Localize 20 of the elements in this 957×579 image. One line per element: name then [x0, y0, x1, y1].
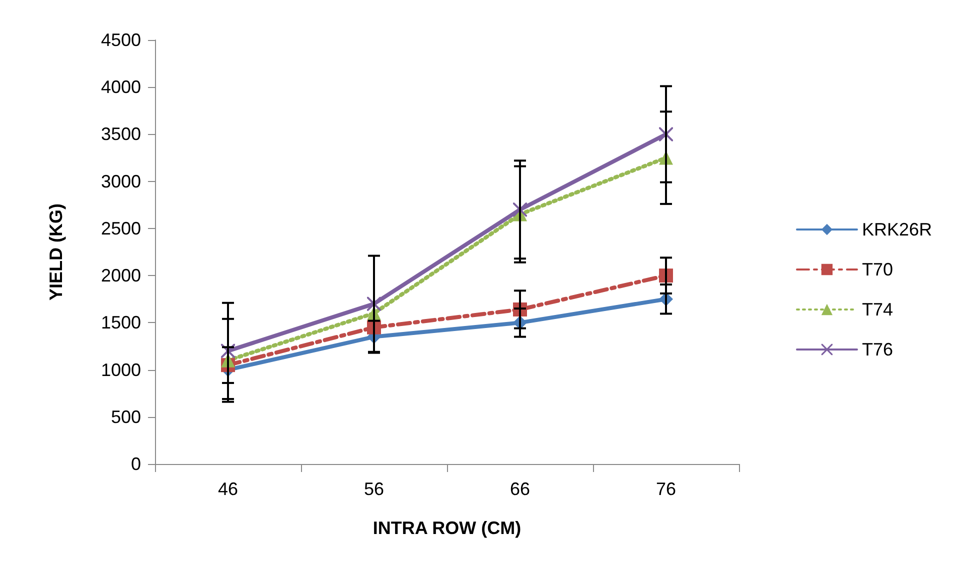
legend-label: KRK26R: [862, 220, 932, 240]
legend-label: T74: [862, 300, 893, 320]
y-tick-label: 500: [110, 406, 141, 427]
y-tick-label: 1000: [100, 360, 141, 380]
legend-label: T76: [862, 340, 893, 360]
y-tick-label: 0: [130, 454, 141, 474]
x-tick-label: 76: [656, 479, 676, 499]
x-tick-label: 66: [510, 479, 530, 499]
y-tick-label: 3000: [100, 171, 141, 192]
y-tick-label: 2500: [100, 218, 141, 238]
legend-label: T70: [862, 260, 893, 280]
y-tick-label: 1500: [100, 312, 141, 333]
y-tick-label: 4500: [100, 30, 141, 50]
x-axis-title: INTRA ROW (CM): [372, 518, 522, 538]
y-tick-label: 2000: [100, 266, 141, 286]
y-tick-label: 3500: [100, 124, 141, 144]
y-tick-label: 4000: [100, 77, 141, 98]
y-axis-title: YIELD (KG): [46, 204, 66, 300]
x-tick-label: 56: [364, 479, 384, 499]
x-tick-label: 46: [218, 479, 238, 499]
